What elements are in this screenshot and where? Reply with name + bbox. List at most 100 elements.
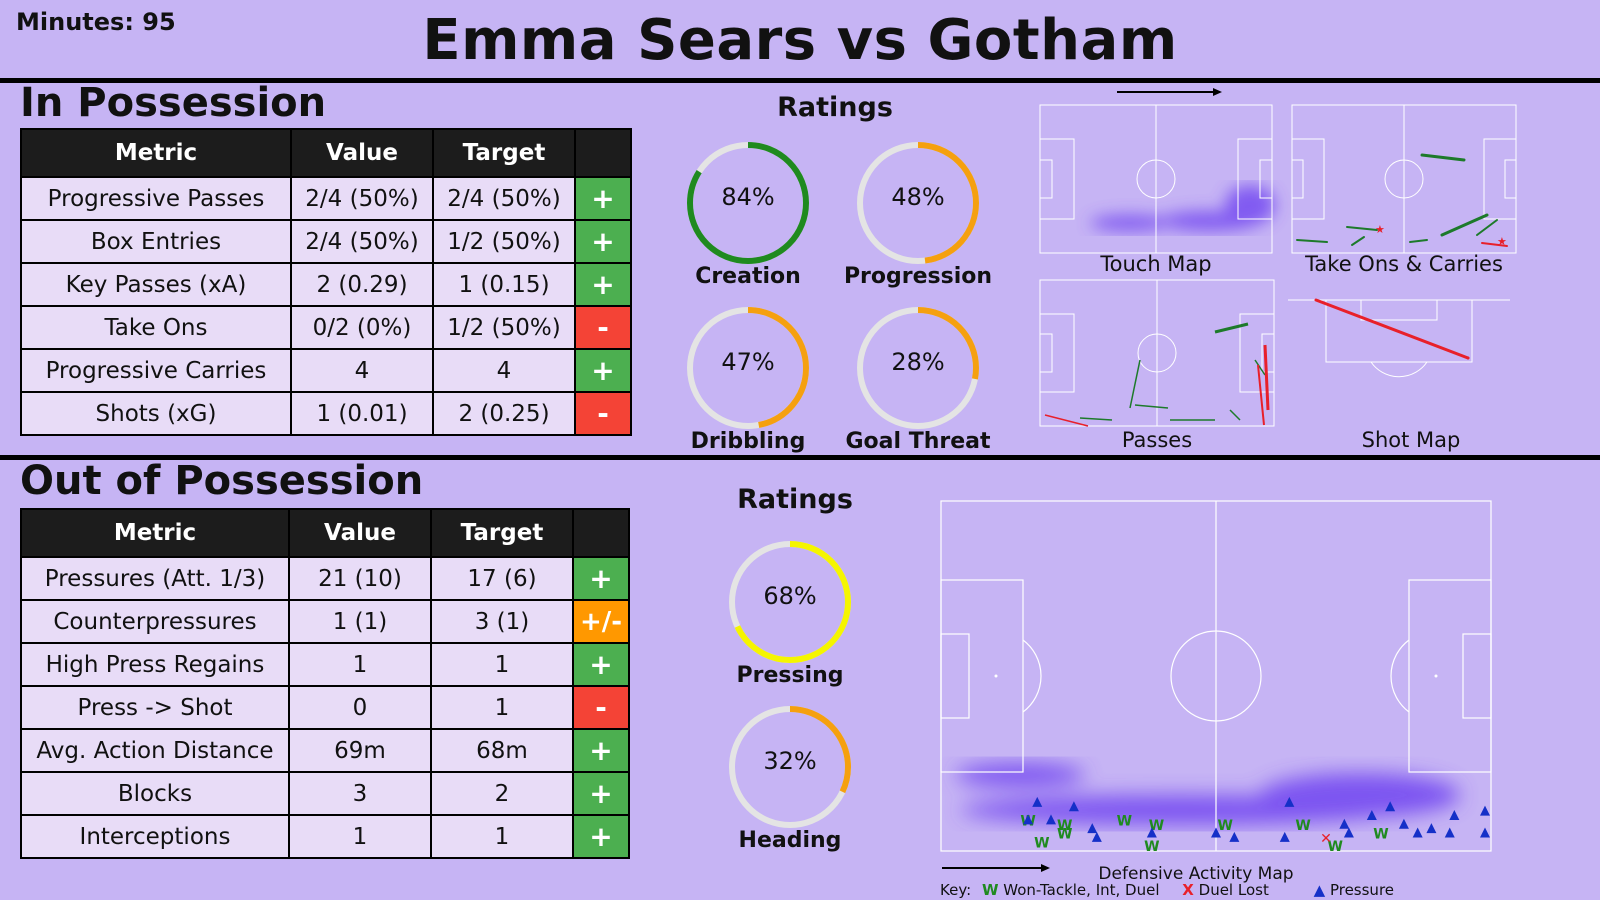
gauge-ring [687, 307, 809, 429]
pressure-marker [1343, 827, 1354, 838]
svg-text:★: ★ [1375, 223, 1385, 236]
assessment-cell: + [572, 771, 630, 816]
pressure-marker [1023, 814, 1034, 825]
value-cell: 1 [288, 642, 432, 687]
attack-direction-arrow [1117, 88, 1222, 96]
legend-pressure: Pressure [1329, 881, 1395, 899]
gauge-label: Creation [695, 264, 801, 289]
pressure-marker [1284, 796, 1295, 807]
target-cell: 1 [430, 685, 574, 730]
gauge-value: 28% [891, 348, 945, 376]
metric-cell: Press -> Shot [20, 685, 290, 730]
pressure-marker [1449, 810, 1460, 820]
in-possession-title: In Possession [20, 80, 327, 126]
page-title: Emma Sears vs Gotham [422, 8, 1178, 73]
gauge-ring [857, 307, 979, 429]
gauge-value: 84% [721, 183, 775, 211]
pressure-marker [1032, 796, 1043, 807]
col-value: Value [288, 508, 432, 558]
won-action-marker: W [1057, 818, 1072, 834]
table-row: Counterpressures 1 (1) 3 (1) +/- [20, 599, 630, 644]
pressure-marker [1426, 823, 1437, 834]
table-row: Progressive Passes 2/4 (50%) 2/4 (50%) + [20, 176, 632, 221]
metric-cell: Progressive Carries [20, 348, 292, 393]
table-row: Interceptions 1 1 + [20, 814, 630, 859]
table-row: Shots (xG) 1 (0.01) 2 (0.25) - [20, 391, 632, 436]
pressure-marker [1146, 827, 1157, 838]
gauge-ring [729, 541, 851, 663]
won-action-marker: W [1295, 818, 1310, 834]
target-cell: 1/2 (50%) [432, 219, 576, 264]
pressure-marker [1211, 827, 1221, 838]
legend-prefix: Key: [940, 881, 972, 899]
assessment-cell: + [574, 176, 632, 221]
pressure-marker [1366, 810, 1377, 820]
gauge-label: Progression [843, 264, 993, 289]
value-cell: 3 [288, 771, 432, 816]
won-action-marker: W [1057, 827, 1072, 843]
table-row: Avg. Action Distance 69m 68m + [20, 728, 630, 773]
pressure-marker [1087, 823, 1098, 834]
assessment-cell: + [574, 219, 632, 264]
won-marker-icon: W [981, 881, 999, 899]
won-action-marker: W [1034, 835, 1049, 851]
out-of-possession-ratings-title: Ratings [737, 484, 853, 515]
rating-gauge-creation: 84% Creation [683, 138, 813, 298]
lost-marker-icon: X [1182, 881, 1194, 899]
won-action-marker: W [1373, 827, 1388, 843]
value-cell: 69m [288, 728, 432, 773]
won-action-marker: W [1117, 813, 1132, 829]
metric-cell: Key Passes (xA) [20, 262, 292, 307]
col-target: Target [430, 508, 574, 558]
won-action-marker: W [1217, 818, 1232, 834]
target-cell: 1 [430, 814, 574, 859]
value-cell: 2/4 (50%) [290, 219, 434, 264]
in-possession-table: Metric Value Target Progressive Passes 2/… [20, 128, 632, 436]
pressure-marker [1279, 831, 1290, 842]
defensive-map-label: Defensive Activity Map [1098, 864, 1294, 884]
assessment-cell: - [572, 685, 630, 730]
gauge-value: 68% [763, 582, 817, 610]
touch-map [1039, 104, 1275, 254]
duel-lost-marker: ✕ [1320, 831, 1332, 847]
target-cell: 17 (6) [430, 556, 574, 601]
pressure-marker [1229, 831, 1240, 842]
defensive-activity-map: WWWWWWWWWWW✕ [940, 500, 1492, 852]
table-row: High Press Regains 1 1 + [20, 642, 630, 687]
target-cell: 4 [432, 348, 576, 393]
value-cell: 1 [288, 814, 432, 859]
assessment-cell: + [572, 814, 630, 859]
pressure-marker-icon: ▲ [1313, 881, 1326, 899]
pressure-marker [1339, 818, 1350, 829]
table-row: Blocks 3 2 + [20, 771, 630, 816]
pressure-marker [1412, 827, 1423, 838]
pressure-marker [1385, 801, 1396, 812]
target-cell: 2 (0.25) [432, 391, 576, 436]
target-cell: 2/4 (50%) [432, 176, 576, 221]
gauge-ring [857, 142, 979, 264]
legend-won: Won-Tackle, Int, Duel [1003, 881, 1160, 899]
assessment-cell: - [574, 305, 632, 350]
assessment-cell: + [574, 348, 632, 393]
header-divider [0, 78, 1600, 83]
gauge-label: Goal Threat [845, 429, 991, 454]
metric-cell: Counterpressures [20, 599, 290, 644]
minutes-played: Minutes: 95 [16, 8, 176, 36]
target-cell: 1 (0.15) [432, 262, 576, 307]
target-cell: 2 [430, 771, 574, 816]
rating-gauge-pressing: 68% Pressing [725, 537, 855, 697]
out-of-possession-table: Metric Value Target Pressures (Att. 1/3)… [20, 508, 630, 859]
metric-cell: Pressures (Att. 1/3) [20, 556, 290, 601]
defensive-pitch [940, 500, 1492, 852]
assessment-cell: + [572, 728, 630, 773]
assessment-cell: + [572, 642, 630, 687]
rating-gauge-progression: 48% Progression [844, 138, 992, 298]
table-row: Press -> Shot 0 1- [20, 685, 630, 730]
section-divider [0, 455, 1600, 460]
rating-gauge-dribbling: 47% Dribbling [683, 303, 813, 463]
assessment-cell: + [572, 556, 630, 601]
value-cell: 4 [290, 348, 434, 393]
pressure-marker [1091, 831, 1102, 842]
shot-map-label: Shot Map [1361, 428, 1461, 452]
value-cell: 2/4 (50%) [290, 176, 434, 221]
